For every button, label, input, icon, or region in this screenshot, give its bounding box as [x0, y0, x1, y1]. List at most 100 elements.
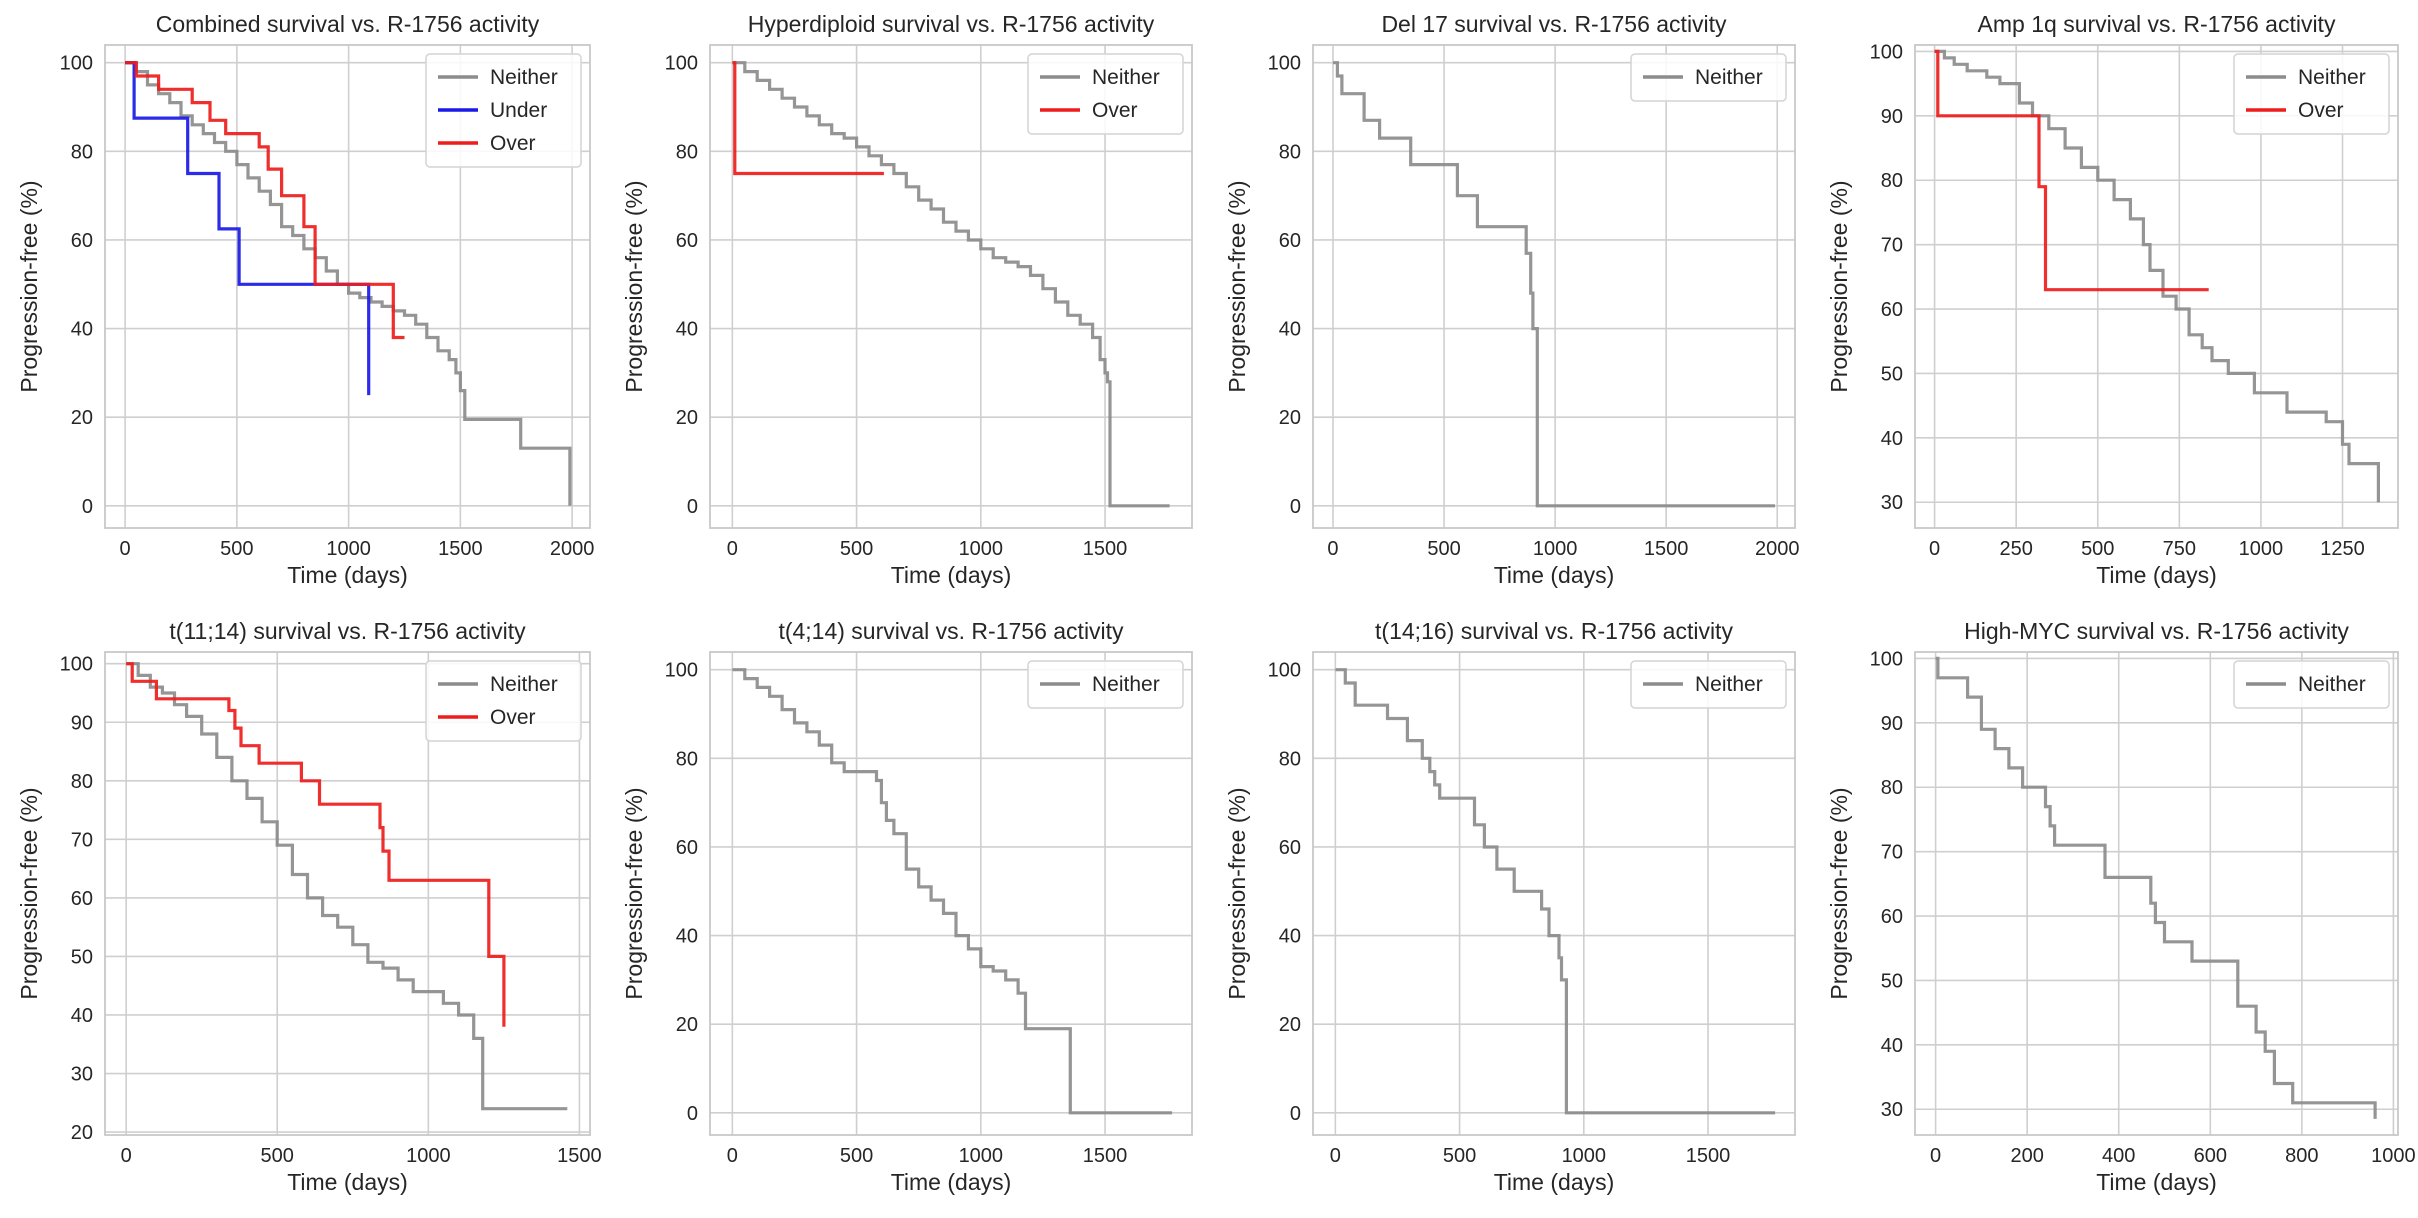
x-tick-label: 0 [727, 1145, 738, 1167]
legend-box [1630, 53, 1787, 102]
x-tick-label: 1000 [2239, 538, 2284, 560]
y-tick-label: 80 [676, 141, 698, 163]
legend: Neither Over [2233, 53, 2390, 135]
legend: Neither Over [425, 660, 582, 742]
y-tick-label: 80 [1279, 748, 1301, 770]
axes-frame [1312, 44, 1796, 529]
legend-label-over: Over [1092, 99, 1138, 122]
x-tick-label: 1500 [557, 1145, 602, 1167]
legend: Neither Under Over [425, 53, 582, 168]
y-tick-label: 40 [71, 1005, 93, 1027]
y-tick-label: 0 [1290, 496, 1301, 518]
x-tick-label: 1000 [326, 538, 371, 560]
axes-frame [104, 651, 591, 1136]
series-line-neither [732, 668, 1173, 1115]
y-tick-label: 40 [1881, 1035, 1903, 1057]
axes-frame [709, 651, 1193, 1136]
x-tick-label: 2000 [1755, 538, 1800, 560]
y-tick-label: 100 [1268, 660, 1301, 682]
chart-title: Combined survival vs. R-1756 activity [156, 11, 540, 37]
x-tick-label: 1000 [1562, 1145, 1607, 1167]
x-axis-label: Time (days) [287, 562, 408, 588]
legend-label-over: Over [490, 132, 536, 155]
chart-title: t(4;14) survival vs. R-1756 activity [778, 618, 1124, 644]
legend-box [2233, 53, 2390, 135]
y-tick-label: 80 [71, 771, 93, 793]
y-tick-label: 100 [60, 654, 93, 676]
y-tick-label: 60 [1279, 837, 1301, 859]
legend-label-over: Over [490, 706, 536, 729]
y-tick-label: 70 [1881, 235, 1903, 257]
series-line-neither [1335, 668, 1776, 1115]
series-line-under [125, 61, 371, 396]
x-tick-label: 1500 [438, 538, 483, 560]
x-tick-label: 200 [2010, 1145, 2043, 1167]
legend-box [2233, 660, 2390, 709]
x-tick-label: 0 [1929, 538, 1940, 560]
y-tick-label: 100 [60, 53, 93, 75]
series-line-neither [126, 662, 568, 1111]
y-tick-label: 40 [1279, 926, 1301, 948]
y-tick-label: 40 [676, 926, 698, 948]
x-tick-label: 500 [261, 1145, 294, 1167]
legend-label-over: Over [2298, 99, 2344, 122]
x-tick-label: 1000 [1533, 538, 1578, 560]
series-line-neither [1333, 61, 1775, 508]
x-tick-label: 1250 [2320, 538, 2365, 560]
y-tick-label: 90 [71, 712, 93, 734]
x-tick-label: 500 [840, 538, 873, 560]
y-tick-label: 40 [1279, 319, 1301, 341]
y-axis-label: Progression-free (%) [1826, 180, 1852, 392]
legend: Neither [1630, 53, 1787, 102]
legend-label-neither: Neither [490, 66, 558, 89]
x-tick-label: 2000 [550, 538, 595, 560]
x-axis-label: Time (days) [891, 562, 1012, 588]
legend-box [1630, 660, 1787, 709]
legend-label-neither: Neither [2298, 673, 2366, 696]
axes-frame [709, 44, 1193, 529]
legend-label-neither: Neither [1695, 66, 1763, 89]
y-tick-label: 80 [1279, 141, 1301, 163]
x-axis-label: Time (days) [1494, 562, 1615, 588]
y-tick-label: 60 [1279, 230, 1301, 252]
x-axis-label: Time (days) [1494, 1169, 1615, 1195]
y-tick-label: 90 [1881, 106, 1903, 128]
y-tick-label: 20 [1279, 407, 1301, 429]
x-tick-label: 0 [121, 1145, 132, 1167]
y-tick-label: 0 [1290, 1103, 1301, 1125]
y-tick-label: 20 [676, 407, 698, 429]
x-tick-label: 800 [2285, 1145, 2318, 1167]
chart-title: Amp 1q survival vs. R-1756 activity [1978, 11, 2336, 37]
y-axis-label: Progression-free (%) [621, 787, 647, 999]
y-tick-label: 0 [687, 496, 698, 518]
y-tick-label: 60 [1881, 906, 1903, 928]
x-tick-label: 750 [2163, 538, 2196, 560]
y-tick-label: 40 [1881, 428, 1903, 450]
legend-box [1027, 53, 1184, 135]
y-tick-label: 80 [1881, 777, 1903, 799]
legend: Neither [2233, 660, 2390, 709]
y-tick-label: 30 [1881, 492, 1903, 514]
y-tick-label: 20 [1279, 1014, 1301, 1036]
y-tick-label: 50 [1881, 363, 1903, 385]
series-line-neither [1934, 49, 2380, 503]
y-tick-label: 80 [676, 748, 698, 770]
chart-title: t(14;16) survival vs. R-1756 activity [1375, 618, 1733, 644]
y-tick-label: 100 [1268, 53, 1301, 75]
x-tick-label: 1000 [406, 1145, 451, 1167]
y-tick-label: 30 [1881, 1099, 1903, 1121]
x-tick-label: 1000 [959, 1145, 1004, 1167]
x-axis-label: Time (days) [2096, 562, 2217, 588]
legend-label-neither: Neither [490, 673, 558, 696]
x-tick-label: 500 [840, 1145, 873, 1167]
legend-label-neither: Neither [1092, 66, 1160, 89]
y-tick-label: 70 [1881, 842, 1903, 864]
y-tick-label: 70 [71, 829, 93, 851]
series-line-over [732, 61, 884, 176]
